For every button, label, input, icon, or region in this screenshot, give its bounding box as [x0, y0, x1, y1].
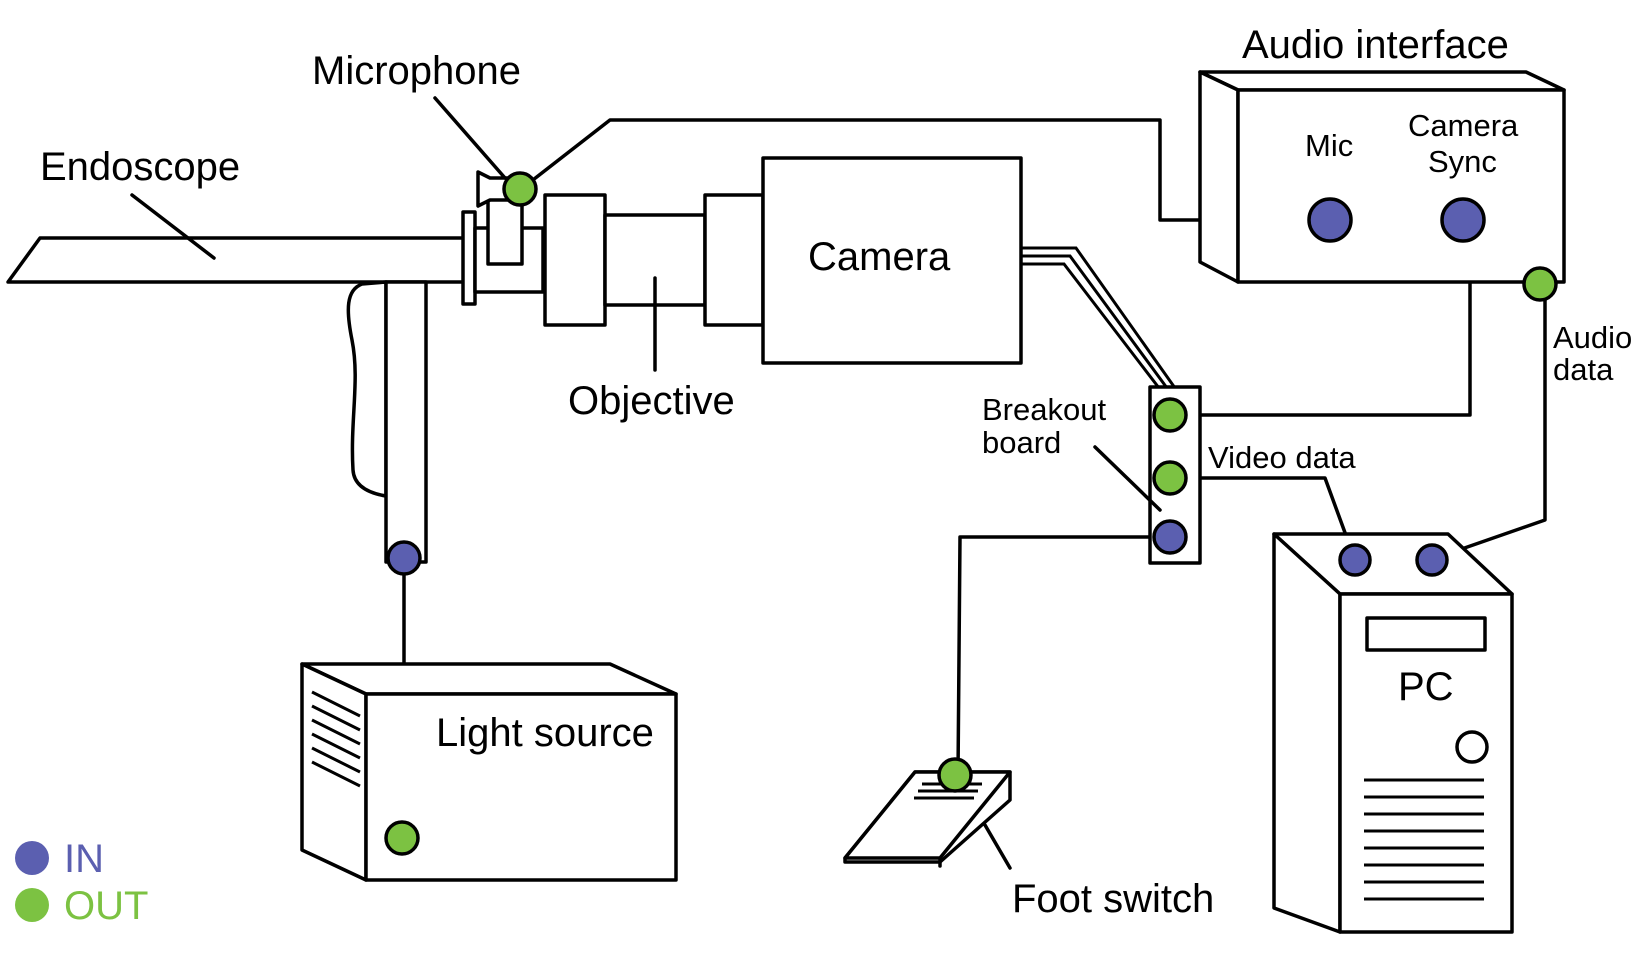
breakout-pointer: [1093, 445, 1162, 512]
breakout-in-connector: [1152, 519, 1188, 555]
connectors: [384, 171, 1558, 856]
camera-cable-3: [1021, 262, 1161, 389]
objective-label: Objective: [568, 379, 735, 423]
legend-out-swatch: [15, 888, 49, 922]
pc-side: [1272, 532, 1342, 934]
pc-audio-in-connector: [1415, 543, 1449, 577]
light-source-out-connector: [384, 820, 420, 856]
foot-switch-pointer: [983, 823, 1012, 870]
microphone-out-connector: [502, 171, 538, 207]
breakout-out-connector-2: [1152, 460, 1188, 496]
wire-audio-data-to-pc: [1428, 283, 1547, 562]
camera: [761, 156, 1177, 389]
microphone-label: Microphone: [312, 49, 521, 93]
video-data-label: Video data: [1208, 440, 1356, 475]
eyepiece-flange: [461, 210, 477, 306]
audio-data-label-line2: data: [1553, 352, 1614, 387]
endoscope-pointer: [130, 193, 216, 260]
objective: [543, 193, 765, 372]
light-post: [384, 280, 428, 564]
light-source: [300, 662, 678, 882]
pc-drive-bay: [1365, 616, 1487, 652]
audio-interface-front: [1236, 88, 1566, 284]
camera-sync-label-line1: Camera: [1408, 108, 1519, 143]
endoscope: [6, 170, 545, 564]
light-source-vent: [311, 690, 361, 788]
audio-interface-out-connector: [1522, 266, 1558, 302]
camera-sync-label-line2: Sync: [1428, 144, 1497, 179]
light-source-label: Light source: [436, 711, 654, 755]
camera-label: Camera: [808, 235, 951, 279]
camera-sync-in-connector: [1440, 197, 1486, 243]
wire-camera-sync-to-breakout: [1173, 233, 1472, 417]
pc-vent: [1364, 778, 1484, 901]
audio-interface-label: Audio interface: [1242, 23, 1509, 67]
foot-switch-pedal: [843, 770, 1012, 860]
objective-front-ring: [543, 193, 607, 327]
breakout-out-connector-1: [1152, 397, 1188, 433]
wire-footswitch-to-breakout: [956, 535, 1177, 777]
legend-in-swatch: [15, 841, 49, 875]
breakout-label-line2: board: [982, 425, 1061, 460]
camera-body: [761, 156, 1023, 365]
foot-switch: [843, 770, 1012, 870]
audio-interface: [1198, 70, 1566, 284]
endoscope-shaft: [6, 236, 467, 284]
labels: Endoscope Microphone Objective Camera Au…: [40, 23, 1632, 921]
audio-interface-side: [1198, 70, 1240, 284]
legend-out-label: OUT: [64, 884, 148, 928]
pc-video-in-connector: [1338, 543, 1372, 577]
audio-data-label-line1: Audio: [1553, 320, 1632, 355]
mic-label: Mic: [1305, 128, 1353, 163]
legend: IN OUT: [15, 837, 148, 928]
pc-label: PC: [1398, 665, 1454, 709]
foot-switch-out-connector: [937, 757, 973, 793]
camera-cable-1: [1021, 246, 1177, 389]
pc-tower: [1272, 532, 1514, 934]
pc-power-button: [1455, 730, 1489, 764]
mic-in-connector: [1307, 197, 1353, 243]
microphone-pointer: [433, 96, 507, 180]
audio-interface-top: [1198, 70, 1566, 92]
endoscope-handle: [346, 280, 388, 498]
light-source-front: [364, 692, 678, 882]
breakout-label-line1: Breakout: [982, 392, 1106, 427]
camera-cable-2: [1021, 254, 1169, 389]
foot-switch-label: Foot switch: [1012, 877, 1214, 921]
endoscope-label: Endoscope: [40, 145, 240, 189]
legend-in-label: IN: [64, 837, 104, 881]
light-post-in-connector: [386, 540, 422, 576]
objective-rear-ring: [703, 193, 765, 327]
